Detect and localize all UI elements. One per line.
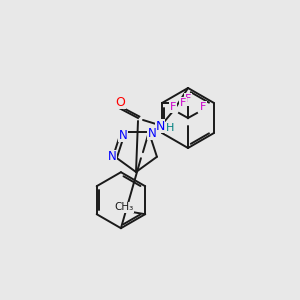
Text: N: N (108, 150, 116, 163)
Text: N: N (119, 129, 128, 142)
Text: F: F (180, 98, 186, 108)
Text: N: N (155, 119, 165, 133)
Text: H: H (166, 123, 174, 133)
Text: F: F (200, 102, 206, 112)
Text: CH₃: CH₃ (115, 202, 134, 212)
Text: F: F (185, 94, 191, 104)
Text: F: F (170, 102, 176, 112)
Text: O: O (115, 95, 125, 109)
Text: N: N (148, 127, 156, 140)
